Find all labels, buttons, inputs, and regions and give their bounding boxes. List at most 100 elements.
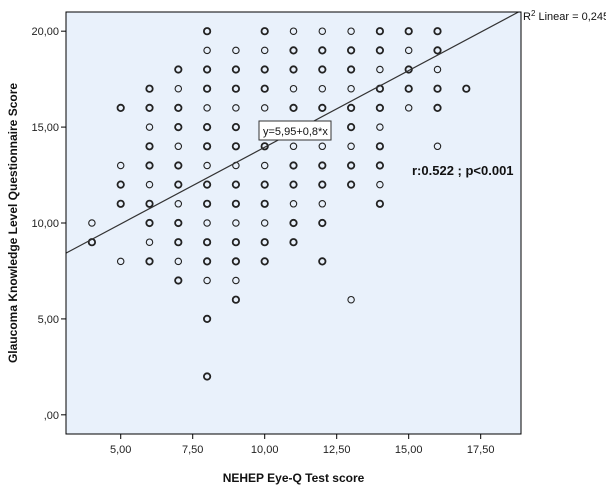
data-point [318,161,327,170]
x-axis: 5,00 7,50 10,00 12,50 15,00 17,50 [110,434,494,456]
data-point [145,199,154,208]
data-point [318,218,327,228]
x-tick-label: 15,00 [395,444,423,456]
data-point [231,238,240,247]
data-point [375,199,384,208]
data-point [145,180,154,189]
data-point [231,199,240,208]
data-point [203,314,212,323]
data-point [318,65,327,74]
data-point [88,219,96,227]
data-point [174,161,183,170]
data-point [375,161,384,170]
data-point [231,180,240,189]
data-point [231,257,240,266]
data-point [346,65,356,74]
data-point [203,142,212,151]
data-point [174,238,183,247]
x-axis-title: NEHEP Eye-Q Test score [223,471,365,485]
data-point [260,199,269,208]
data-point [260,219,269,227]
data-point [347,27,355,35]
data-point [116,103,125,113]
data-point [433,65,442,74]
data-point [174,65,183,74]
data-point [116,199,125,208]
data-point [404,65,413,74]
data-point [203,65,212,74]
equation-box [258,120,332,141]
data-point [203,46,211,55]
x-tick-label: 12,50 [323,444,351,456]
data-point [289,46,298,55]
data-point [174,200,183,208]
data-point [289,84,298,93]
data-point [346,123,356,132]
data-point [404,27,413,36]
plot-frame [65,11,522,435]
data-point [433,142,442,151]
data-point [375,27,384,36]
data-point [318,46,327,55]
r-squared-label: R2 Linear = 0,245 [523,9,606,23]
data-point [145,103,154,113]
data-point [289,218,298,228]
data-point [462,84,471,93]
data-point [346,180,356,189]
data-point [376,123,384,131]
data-point [289,180,298,189]
correlation-stat-label: r:0.522 ; p<0.001 [412,163,514,178]
data-point [231,84,240,93]
x-tick-label: 17,50 [467,444,495,456]
data-point [375,103,384,113]
data-point [376,65,384,74]
data-point [318,180,327,189]
data-point [260,180,269,189]
x-tick-label: 7,50 [182,444,203,456]
data-point [231,123,240,132]
x-tick-label: 5,00 [110,444,131,456]
data-point [203,180,212,189]
data-point [289,238,298,247]
data-point [231,295,240,304]
data-point [260,46,269,55]
data-point [433,103,442,113]
y-tick-label: 5,00 [38,314,59,326]
data-point [289,200,298,208]
data-point [203,276,211,285]
data-point [174,103,183,113]
data-point [318,84,327,93]
data-point [433,84,442,93]
data-point [318,103,327,113]
data-point [404,46,413,55]
data-point [203,84,212,93]
data-point [260,27,269,36]
data-point [260,161,269,170]
data-point [145,238,154,246]
data-point [260,84,269,93]
data-point [116,161,125,170]
data-point [289,161,298,170]
data-point [145,218,154,228]
y-tick-label: 10,00 [31,218,59,230]
data-point [174,84,183,93]
data-point [347,142,355,151]
data-point [174,123,183,132]
data-point [318,27,327,35]
data-point [174,276,183,285]
data-point [346,103,356,113]
y-tick-label: ,00 [44,410,59,422]
data-point [433,27,442,36]
data-point [346,161,356,170]
data-point [232,276,240,285]
data-point [347,295,355,304]
data-point [404,104,413,112]
equation-label: y=5,95+0,8*x [263,126,328,138]
data-point [289,142,298,151]
data-point [174,257,183,266]
data-point [289,27,298,35]
data-point [174,218,183,228]
data-point [318,257,327,266]
data-point [346,46,356,55]
data-point [145,84,154,93]
